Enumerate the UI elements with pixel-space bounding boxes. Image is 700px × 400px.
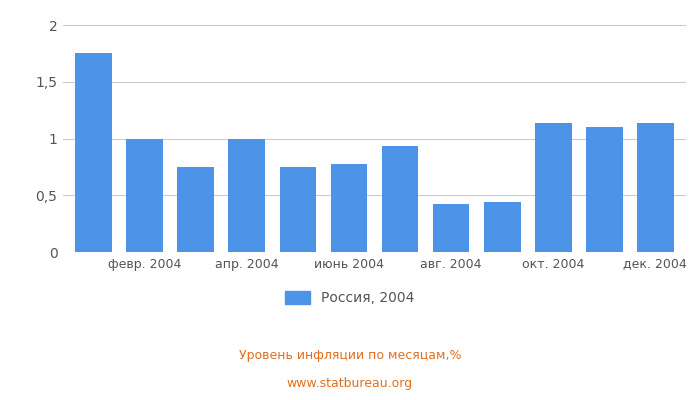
Text: www.statbureau.org: www.statbureau.org xyxy=(287,378,413,390)
Text: Уровень инфляции по месяцам,%: Уровень инфляции по месяцам,% xyxy=(239,350,461,362)
Bar xyxy=(586,127,623,252)
Bar xyxy=(177,167,214,252)
Bar xyxy=(279,167,316,252)
Bar xyxy=(637,123,673,252)
Bar xyxy=(228,138,265,252)
Bar xyxy=(382,146,419,252)
Bar xyxy=(484,202,521,252)
Bar xyxy=(126,138,163,252)
Bar xyxy=(330,164,368,252)
Bar xyxy=(433,204,470,252)
Legend: Россия, 2004: Россия, 2004 xyxy=(286,291,414,305)
Bar xyxy=(76,54,112,252)
Bar xyxy=(535,123,572,252)
